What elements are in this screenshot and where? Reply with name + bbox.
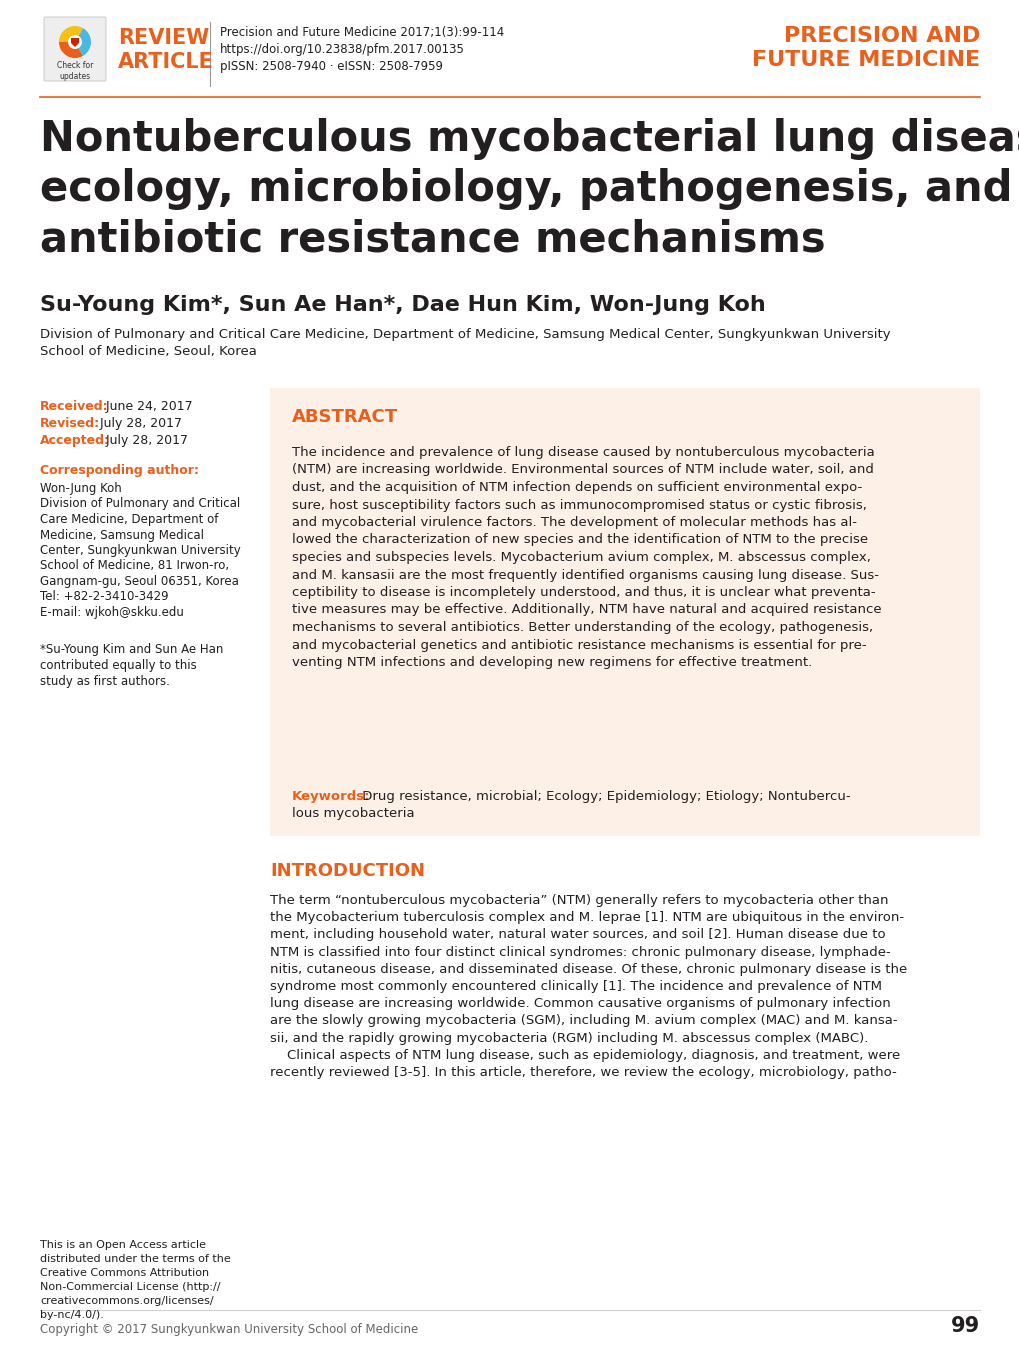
Text: syndrome most commonly encountered clinically [1]. The incidence and prevalence : syndrome most commonly encountered clini… (270, 980, 881, 993)
Text: July 28, 2017: July 28, 2017 (102, 434, 187, 447)
Text: Revised:: Revised: (40, 417, 100, 429)
Circle shape (68, 35, 82, 49)
FancyBboxPatch shape (44, 18, 106, 82)
Text: (NTM) are increasing worldwide. Environmental sources of NTM include water, soil: (NTM) are increasing worldwide. Environm… (291, 463, 873, 477)
Text: NTM is classified into four distinct clinical syndromes: chronic pulmonary disea: NTM is classified into four distinct cli… (270, 946, 890, 958)
Text: lous mycobacteria: lous mycobacteria (291, 807, 414, 819)
Text: Drug resistance, microbial; Ecology; Epidemiology; Etiology; Nontubercu-: Drug resistance, microbial; Ecology; Epi… (358, 790, 850, 803)
Text: pISSN: 2508-7940 · eISSN: 2508-7959: pISSN: 2508-7940 · eISSN: 2508-7959 (220, 60, 442, 73)
Text: Center, Sungkyunkwan University: Center, Sungkyunkwan University (40, 544, 240, 557)
Text: ABSTRACT: ABSTRACT (291, 408, 397, 425)
Text: dust, and the acquisition of NTM infection depends on sufficient environmental e: dust, and the acquisition of NTM infecti… (291, 481, 861, 495)
Text: Su-Young Kim*, Sun Ae Han*, Dae Hun Kim, Won-Jung Koh: Su-Young Kim*, Sun Ae Han*, Dae Hun Kim,… (40, 295, 765, 315)
Text: contributed equally to this: contributed equally to this (40, 659, 197, 671)
Text: lowed the characterization of new species and the identification of NTM to the p: lowed the characterization of new specie… (291, 534, 867, 546)
Text: The incidence and prevalence of lung disease caused by nontuberculous mycobacter: The incidence and prevalence of lung dis… (291, 446, 874, 459)
Text: sure, host susceptibility factors such as immunocompromised status or cystic fib: sure, host susceptibility factors such a… (291, 499, 866, 511)
Text: tive measures may be effective. Additionally, NTM have natural and acquired resi: tive measures may be effective. Addition… (291, 603, 880, 617)
Text: Gangnam-gu, Seoul 06351, Korea: Gangnam-gu, Seoul 06351, Korea (40, 575, 238, 588)
Text: Division of Pulmonary and Critical: Division of Pulmonary and Critical (40, 497, 240, 511)
Bar (270, 389, 979, 836)
Text: distributed under the terms of the: distributed under the terms of the (40, 1254, 230, 1264)
Text: and mycobacterial genetics and antibiotic resistance mechanisms is essential for: and mycobacterial genetics and antibioti… (291, 639, 866, 651)
Text: Keywords:: Keywords: (291, 790, 370, 803)
Text: ARTICLE: ARTICLE (118, 52, 214, 72)
Text: The term “nontuberculous mycobacteria” (NTM) generally refers to mycobacteria ot: The term “nontuberculous mycobacteria” (… (270, 894, 888, 906)
Text: Division of Pulmonary and Critical Care Medicine, Department of Medicine, Samsun: Division of Pulmonary and Critical Care … (40, 328, 890, 341)
Text: Check for
updates: Check for updates (57, 61, 93, 82)
Text: REVIEW: REVIEW (118, 29, 209, 48)
Text: FUTURE MEDICINE: FUTURE MEDICINE (751, 50, 979, 71)
Text: species and subspecies levels. Mycobacterium avium complex, M. abscessus complex: species and subspecies levels. Mycobacte… (291, 550, 870, 564)
Text: the Mycobacterium tuberculosis complex and M. leprae [1]. NTM are ubiquitous in : the Mycobacterium tuberculosis complex a… (270, 911, 903, 924)
Text: This is an Open Access article: This is an Open Access article (40, 1239, 206, 1250)
Text: Received:: Received: (40, 400, 108, 413)
Text: creativecommons.org/licenses/: creativecommons.org/licenses/ (40, 1296, 213, 1306)
Text: https://doi.org/10.23838/pfm.2017.00135: https://doi.org/10.23838/pfm.2017.00135 (220, 43, 465, 56)
Text: ceptibility to disease is incompletely understood, and thus, it is unclear what : ceptibility to disease is incompletely u… (291, 586, 874, 599)
Text: mechanisms to several antibiotics. Better understanding of the ecology, pathogen: mechanisms to several antibiotics. Bette… (291, 621, 872, 635)
Text: and M. kansasii are the most frequently identified organisms causing lung diseas: and M. kansasii are the most frequently … (291, 568, 878, 582)
Text: Corresponding author:: Corresponding author: (40, 463, 199, 477)
Text: School of Medicine, 81 Irwon-ro,: School of Medicine, 81 Irwon-ro, (40, 560, 229, 572)
Text: lung disease are increasing worldwide. Common causative organisms of pulmonary i: lung disease are increasing worldwide. C… (270, 998, 890, 1010)
Text: ecology, microbiology, pathogenesis, and: ecology, microbiology, pathogenesis, and (40, 169, 1012, 211)
Text: Creative Commons Attribution: Creative Commons Attribution (40, 1268, 209, 1277)
Text: Care Medicine, Department of: Care Medicine, Department of (40, 512, 218, 526)
Text: Clinical aspects of NTM lung disease, such as epidemiology, diagnosis, and treat: Clinical aspects of NTM lung disease, su… (270, 1049, 900, 1061)
Text: Nontuberculous mycobacterial lung disease:: Nontuberculous mycobacterial lung diseas… (40, 118, 1019, 160)
Text: 99: 99 (950, 1316, 979, 1336)
Text: are the slowly growing mycobacteria (SGM), including M. avium complex (MAC) and : are the slowly growing mycobacteria (SGM… (270, 1014, 897, 1027)
FancyArrow shape (71, 38, 78, 48)
Text: by-nc/4.0/).: by-nc/4.0/). (40, 1310, 104, 1320)
Text: July 28, 2017: July 28, 2017 (96, 417, 181, 429)
Wedge shape (59, 42, 83, 58)
Text: and mycobacterial virulence factors. The development of molecular methods has al: and mycobacterial virulence factors. The… (291, 516, 856, 529)
Text: E-mail: wjkoh@skku.edu: E-mail: wjkoh@skku.edu (40, 606, 183, 618)
Text: antibiotic resistance mechanisms: antibiotic resistance mechanisms (40, 217, 824, 260)
Text: INTRODUCTION: INTRODUCTION (270, 862, 425, 881)
Text: Copyright © 2017 Sungkyunkwan University School of Medicine: Copyright © 2017 Sungkyunkwan University… (40, 1324, 418, 1336)
Text: Tel: +82-2-3410-3429: Tel: +82-2-3410-3429 (40, 591, 168, 603)
Text: *Su-Young Kim and Sun Ae Han: *Su-Young Kim and Sun Ae Han (40, 644, 223, 656)
Text: Accepted:: Accepted: (40, 434, 110, 447)
Text: study as first authors.: study as first authors. (40, 674, 170, 688)
Text: PRECISION AND: PRECISION AND (783, 26, 979, 46)
Text: Medicine, Samsung Medical: Medicine, Samsung Medical (40, 529, 204, 541)
Text: nitis, cutaneous disease, and disseminated disease. Of these, chronic pulmonary : nitis, cutaneous disease, and disseminat… (270, 962, 906, 976)
Text: sii, and the rapidly growing mycobacteria (RGM) including M. abscessus complex (: sii, and the rapidly growing mycobacteri… (270, 1031, 867, 1045)
Text: June 24, 2017: June 24, 2017 (102, 400, 193, 413)
Text: venting NTM infections and developing new regimens for effective treatment.: venting NTM infections and developing ne… (291, 656, 811, 669)
Text: Won-Jung Koh: Won-Jung Koh (40, 482, 121, 495)
Text: School of Medicine, Seoul, Korea: School of Medicine, Seoul, Korea (40, 345, 257, 357)
Text: Precision and Future Medicine 2017;1(3):99-114: Precision and Future Medicine 2017;1(3):… (220, 26, 503, 39)
Wedge shape (75, 29, 91, 56)
Text: Non-Commercial License (http://: Non-Commercial License (http:// (40, 1282, 220, 1292)
Text: recently reviewed [3-5]. In this article, therefore, we review the ecology, micr: recently reviewed [3-5]. In this article… (270, 1065, 896, 1079)
Text: ment, including household water, natural water sources, and soil [2]. Human dise: ment, including household water, natural… (270, 928, 884, 942)
Wedge shape (59, 26, 83, 42)
